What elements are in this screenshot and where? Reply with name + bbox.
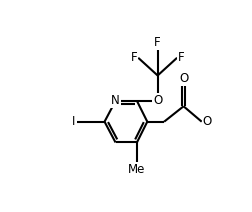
Text: F: F	[154, 36, 161, 49]
Text: F: F	[131, 51, 137, 64]
Text: O: O	[179, 72, 188, 85]
Text: N: N	[111, 94, 120, 107]
Text: I: I	[72, 115, 75, 128]
Text: Me: Me	[128, 163, 146, 176]
Text: O: O	[203, 115, 212, 128]
Text: F: F	[178, 51, 184, 64]
Text: O: O	[153, 94, 162, 107]
